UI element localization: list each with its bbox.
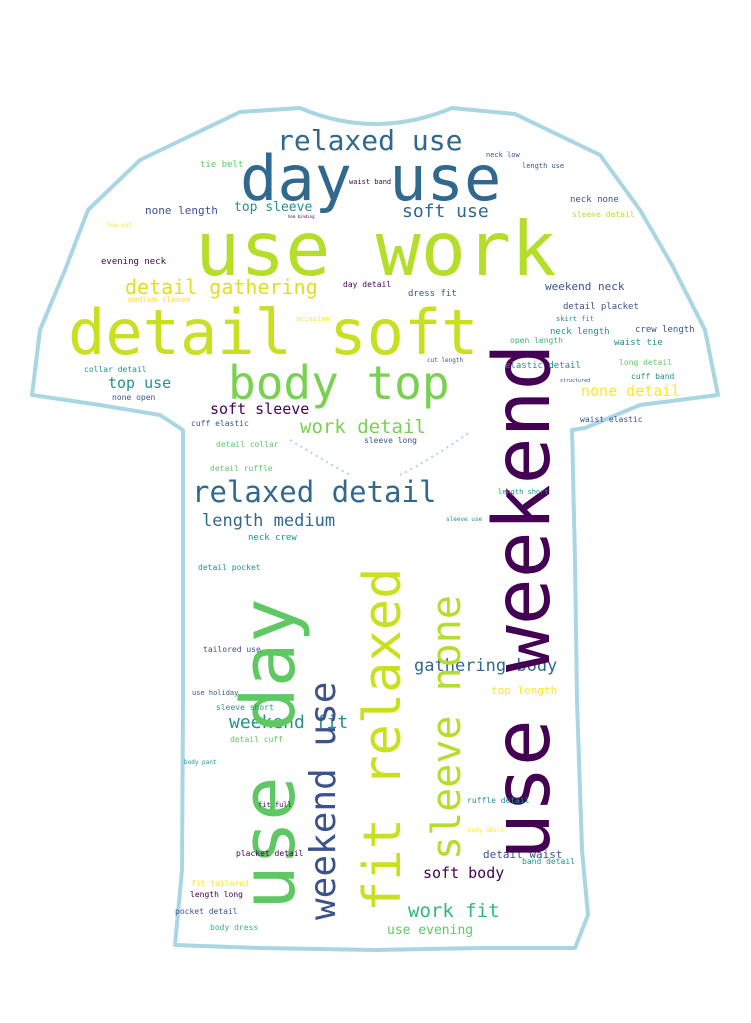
word-medium-sleeve: medium sleeve	[128, 295, 191, 304]
word-detail-ruffle: detail ruffle	[210, 464, 273, 473]
word-use-weekend: use weekend	[478, 343, 568, 860]
word-neck-low: neck low	[486, 151, 520, 159]
word-open-length: open length	[510, 336, 563, 345]
word-pocket-detail: pocket detail	[175, 907, 238, 916]
word-tie-belt: tie belt	[200, 160, 244, 170]
word-fit-tailored: fit tailored	[191, 879, 249, 888]
word-weekend-use: weekend use	[303, 681, 344, 920]
word-use-holiday: use holiday	[192, 689, 239, 697]
word-use-evening: use evening	[387, 923, 474, 938]
word-gathering-body: gathering body	[414, 656, 558, 676]
word-body-pant: body pant	[184, 759, 217, 766]
word-use-work: use work	[195, 205, 557, 293]
word-dress-fit: dress fit	[408, 289, 457, 299]
word-relaxed-use: relaxed use	[277, 124, 463, 157]
word-top-sleeve: top sleeve	[234, 200, 313, 215]
word-none-open: none open	[112, 393, 156, 402]
word-detail-placket: detail placket	[563, 302, 639, 312]
word-tailored-use: tailored use	[203, 645, 261, 654]
word-day-use: day use	[240, 142, 502, 215]
word-collar-detail: collar detail	[84, 365, 147, 374]
word-detail-collar: detail collar	[216, 440, 279, 449]
word-hem-binding: hem binding	[288, 214, 315, 219]
word-body-top: body top	[228, 356, 450, 410]
word-skirt-fit: skirt fit	[556, 315, 594, 323]
word-waist-tie: waist tie	[614, 338, 663, 348]
word-neck-crew: neck crew	[248, 533, 297, 543]
word-weekend-fit: weekend fit	[229, 712, 349, 733]
word-none-detail: none detail	[581, 382, 681, 400]
word-top-use: top use	[108, 374, 172, 392]
word-neck-length: neck length	[550, 327, 610, 337]
word-detail-waist: detail waist	[483, 848, 563, 861]
word-soft-body: soft body	[423, 864, 505, 882]
word-day-detail: day detail	[343, 280, 392, 289]
word-occasion: occasion	[296, 315, 330, 323]
word-cut-length: cut length	[427, 357, 464, 364]
word-low-cut: low cut	[107, 222, 133, 229]
word-waist-elastic: waist elastic	[580, 415, 643, 424]
word-body-skirt: body skirt	[468, 827, 505, 834]
word-sleeve-long: sleeve long	[364, 436, 417, 445]
word-sleeve-detail: sleeve detail	[572, 210, 635, 219]
word-detail-gathering: detail gathering	[125, 275, 318, 299]
word-body-dress: body dress	[210, 923, 259, 932]
word-work-detail: work detail	[300, 416, 426, 438]
word-none-length: none length	[145, 204, 218, 217]
word-soft-sleeve: soft sleeve	[210, 400, 310, 418]
word-cuff-band: cuff band	[631, 372, 675, 381]
word-elastic-detail: elastic detail	[505, 361, 581, 371]
word-soft-use: soft use	[402, 201, 489, 222]
word-neck-none: neck none	[570, 195, 619, 205]
word-length-use: length use	[522, 162, 565, 170]
word-fit-full: fit full	[258, 801, 292, 809]
word-ruffle-detail: ruffle detail	[467, 796, 530, 805]
word-relaxed-detail: relaxed detail	[192, 475, 437, 509]
word-waist-band: waist band	[349, 178, 392, 186]
word-length-medium: length medium	[202, 511, 336, 531]
word-top-length: top length	[491, 684, 558, 697]
word-band-detail: band detail	[522, 857, 575, 866]
word-crew-length: crew length	[635, 325, 695, 335]
word-work-fit: work fit	[408, 900, 500, 922]
word-long-detail: long detail	[619, 358, 672, 367]
word-fit-relaxed: fit relaxed	[353, 567, 413, 912]
word-detail-soft: detail soft	[68, 296, 479, 369]
word-evening-neck: evening neck	[101, 257, 167, 267]
word-weekend-neck: weekend neck	[545, 280, 625, 293]
word-detail-cuff: detail cuff	[230, 735, 283, 744]
word-sleeve-none: sleeve none	[424, 595, 470, 860]
word-sleeve-short: sleeve short	[216, 703, 274, 712]
word-sleeve-use: sleeve use	[446, 516, 483, 523]
word-detail-pocket: detail pocket	[198, 563, 261, 572]
word-structured: structured	[560, 378, 591, 384]
word-cuff-elastic: cuff elastic	[191, 419, 249, 428]
word-placket-detail: placket detail	[236, 849, 304, 858]
word-length-long: length long	[190, 890, 243, 899]
word-length-short: length short	[498, 488, 549, 496]
